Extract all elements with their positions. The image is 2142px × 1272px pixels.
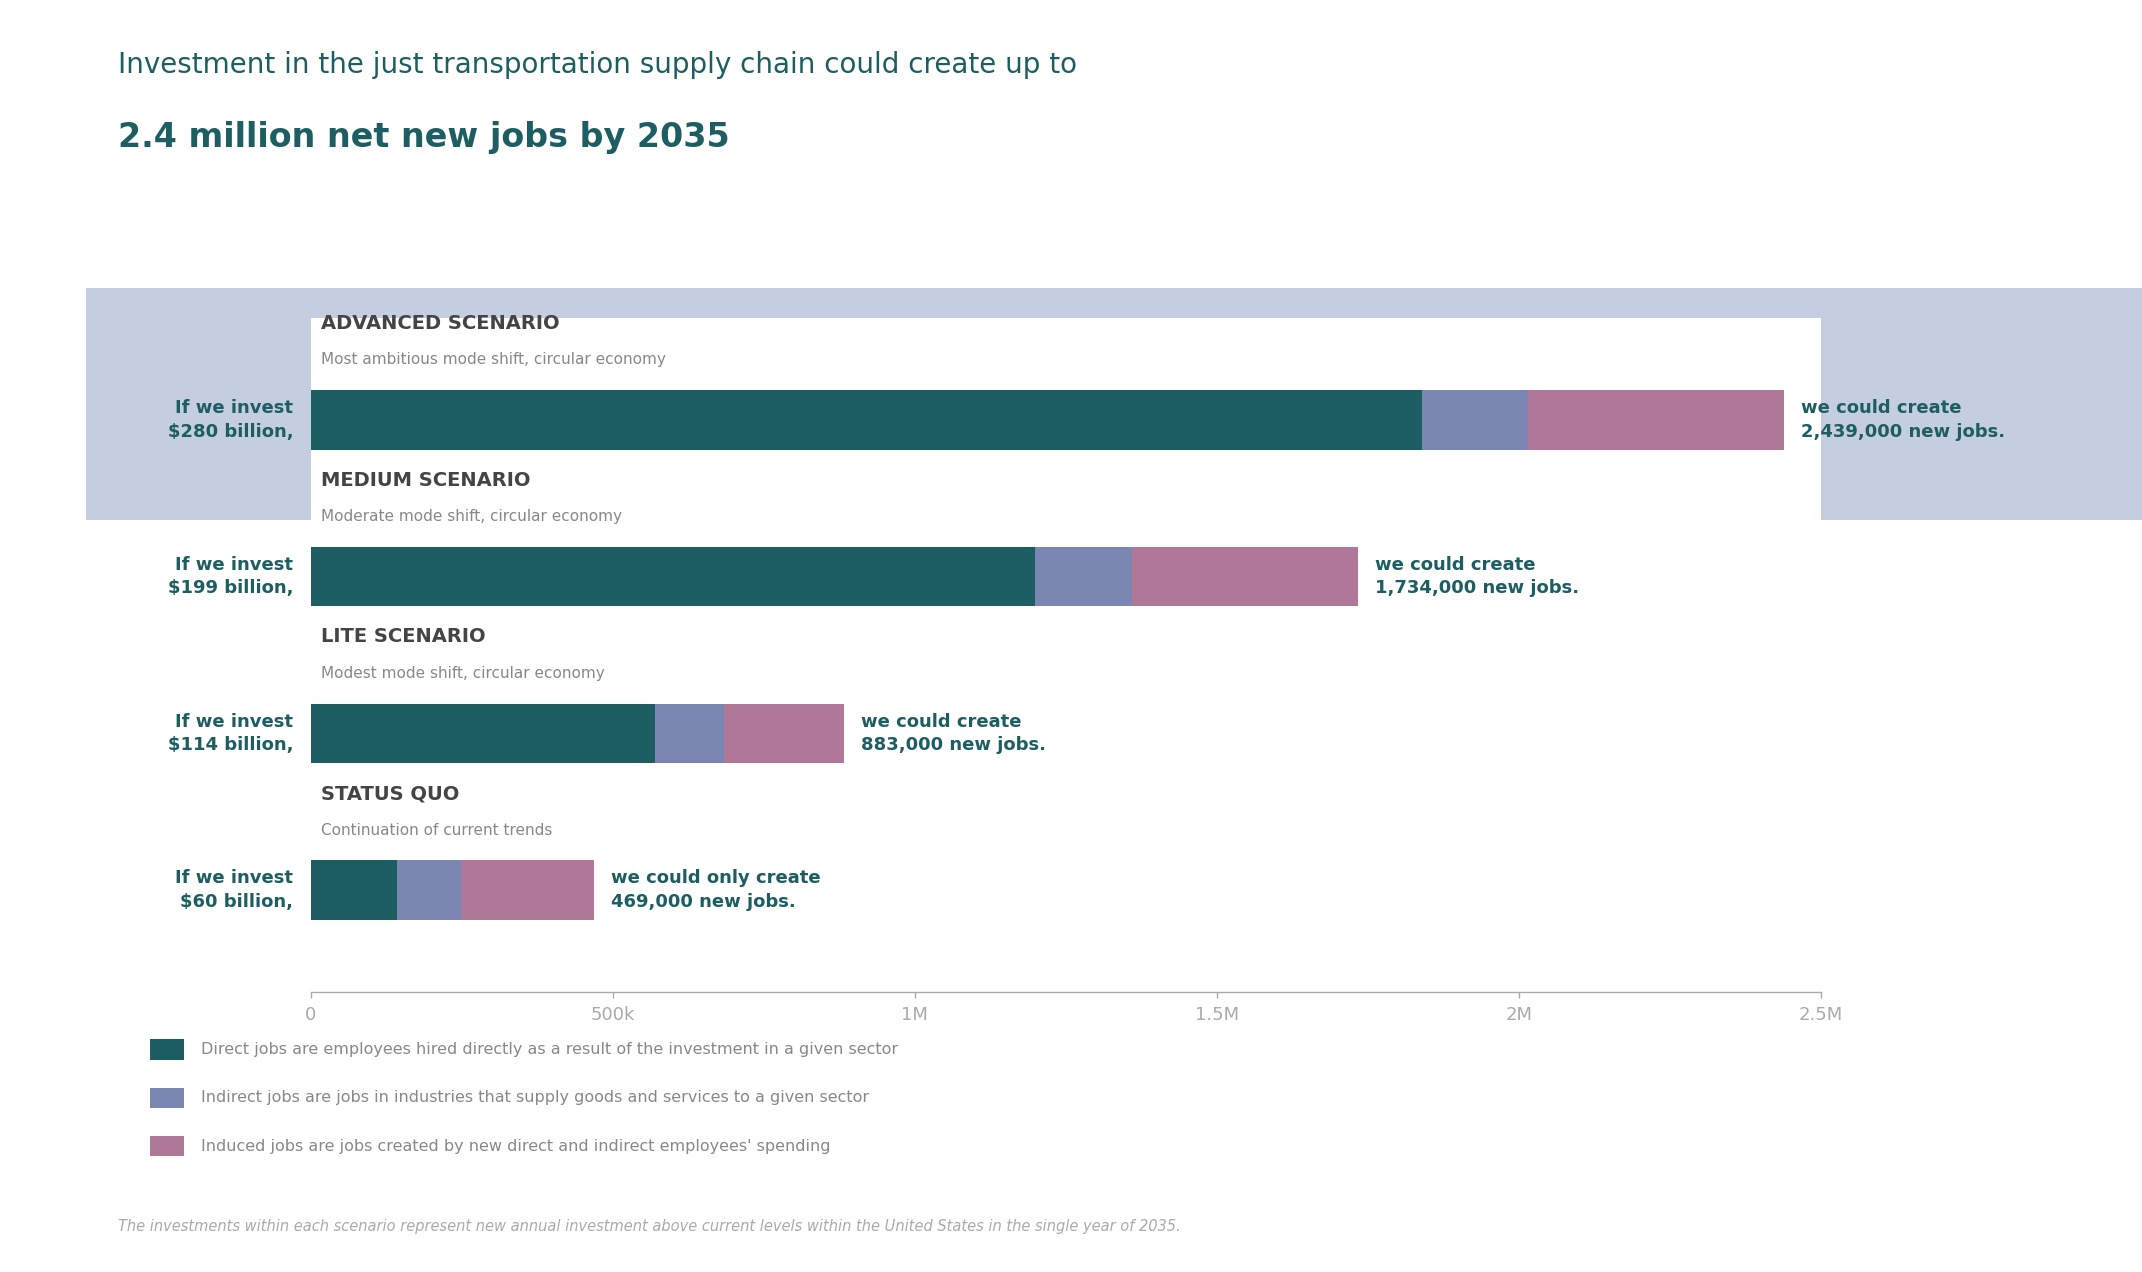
Bar [1133,547,1358,607]
Bar [311,703,655,763]
Bar [311,860,396,920]
Text: The investments within each scenario represent new annual investment above curre: The investments within each scenario rep… [118,1219,1180,1234]
Text: If we invest
$60 billion,: If we invest $60 billion, [176,870,293,911]
Text: Induced jobs are jobs created by new direct and indirect employees' spending: Induced jobs are jobs created by new dir… [201,1138,831,1154]
Text: LITE SCENARIO: LITE SCENARIO [321,627,486,646]
Bar [311,547,1035,607]
Text: Continuation of current trends: Continuation of current trends [321,823,553,837]
Text: MEDIUM SCENARIO: MEDIUM SCENARIO [321,471,531,490]
Text: we could only create
469,000 new jobs.: we could only create 469,000 new jobs. [610,870,820,911]
Bar [461,860,593,920]
Text: we could create
2,439,000 new jobs.: we could create 2,439,000 new jobs. [1801,399,2005,440]
Text: If we invest
$114 billion,: If we invest $114 billion, [167,712,293,754]
Text: we could create
1,734,000 new jobs.: we could create 1,734,000 new jobs. [1375,556,1579,598]
Bar [1422,391,1527,450]
Bar [655,703,724,763]
Text: If we invest
$280 billion,: If we invest $280 billion, [167,399,293,440]
Bar [1527,391,1784,450]
Text: ADVANCED SCENARIO: ADVANCED SCENARIO [321,314,559,333]
Bar [1035,547,1133,607]
Text: If we invest
$199 billion,: If we invest $199 billion, [167,556,293,598]
Text: 2.4 million net new jobs by 2035: 2.4 million net new jobs by 2035 [118,121,730,154]
Text: we could create
883,000 new jobs.: we could create 883,000 new jobs. [861,712,1045,754]
Text: Modest mode shift, circular economy: Modest mode shift, circular economy [321,665,604,681]
Bar [311,391,1422,450]
Text: STATUS QUO: STATUS QUO [321,785,461,803]
Bar [396,860,461,920]
Text: Moderate mode shift, circular economy: Moderate mode shift, circular economy [321,509,623,524]
Text: Indirect jobs are jobs in industries that supply goods and services to a given s: Indirect jobs are jobs in industries tha… [201,1090,870,1105]
Text: Investment in the just transportation supply chain could create up to: Investment in the just transportation su… [118,51,1077,79]
Text: Most ambitious mode shift, circular economy: Most ambitious mode shift, circular econ… [321,352,666,368]
Text: Direct jobs are employees hired directly as a result of the investment in a give: Direct jobs are employees hired directly… [201,1042,897,1057]
Bar [724,703,844,763]
